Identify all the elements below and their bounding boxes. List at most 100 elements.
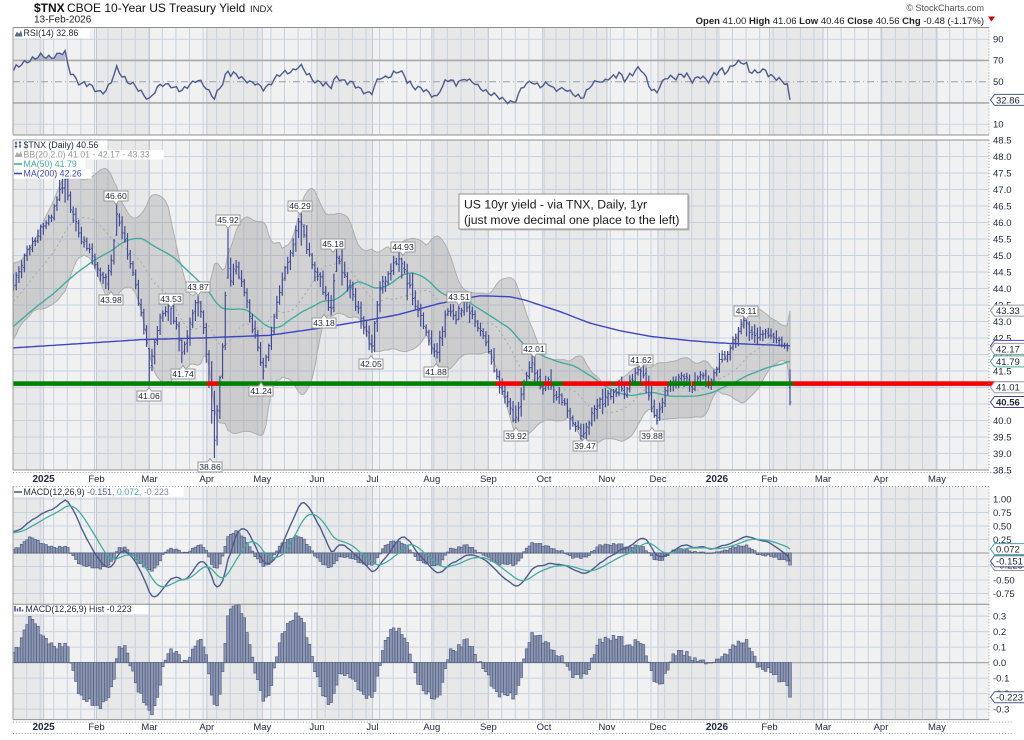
svg-text:May: May xyxy=(928,474,946,485)
svg-text:Apr: Apr xyxy=(874,474,889,485)
svg-text:RSI(14) 32.86: RSI(14) 32.86 xyxy=(24,28,79,38)
svg-text:BB(20,2.0) 41.01 - 42.17 - 43.: BB(20,2.0) 41.01 - 42.17 - 43.33 xyxy=(24,150,150,160)
svg-text:CBOE 10-Year US Treasury Yield: CBOE 10-Year US Treasury Yield xyxy=(67,1,245,15)
svg-text:May: May xyxy=(928,722,946,733)
svg-text:41.79: 41.79 xyxy=(996,357,1020,368)
svg-text:2025: 2025 xyxy=(32,722,55,733)
svg-text:2026: 2026 xyxy=(706,722,729,733)
svg-text:43.53: 43.53 xyxy=(160,294,182,304)
svg-text:43.0: 43.0 xyxy=(993,317,1012,328)
svg-text:0.1: 0.1 xyxy=(993,642,1006,653)
svg-text:-0.151: -0.151 xyxy=(996,557,1023,568)
svg-text:41.5: 41.5 xyxy=(993,366,1012,377)
svg-text:May: May xyxy=(253,722,271,733)
svg-text:$TNX: $TNX xyxy=(34,1,65,15)
svg-text:50: 50 xyxy=(993,77,1004,88)
svg-text:42.17: 42.17 xyxy=(996,344,1020,355)
svg-text:Aug: Aug xyxy=(423,722,440,733)
svg-text:44.0: 44.0 xyxy=(993,284,1012,295)
svg-text:US 10yr yield - via TNX, Daily: US 10yr yield - via TNX, Daily, 1yr xyxy=(464,198,647,212)
svg-text:1.00: 1.00 xyxy=(993,494,1012,505)
svg-text:Open 41.00 High 41.06 Low 40.4: Open 41.00 High 41.06 Low 40.46 Close 40… xyxy=(696,16,984,27)
svg-text:43.33: 43.33 xyxy=(996,306,1020,317)
svg-text:13-Feb-2026: 13-Feb-2026 xyxy=(34,15,92,26)
svg-text:-0.3: -0.3 xyxy=(993,704,1009,715)
svg-text:Feb: Feb xyxy=(88,722,104,733)
svg-text:90: 90 xyxy=(993,35,1004,46)
svg-text:Apr: Apr xyxy=(874,722,889,733)
svg-text:41.06: 41.06 xyxy=(138,391,160,401)
svg-text:38.86: 38.86 xyxy=(199,462,221,472)
svg-text:0.2: 0.2 xyxy=(993,627,1006,638)
svg-text:40.56: 40.56 xyxy=(996,397,1020,408)
svg-text:Feb: Feb xyxy=(88,474,104,485)
svg-text:45.92: 45.92 xyxy=(217,215,239,225)
svg-text:39.92: 39.92 xyxy=(505,431,527,441)
svg-text:Oct: Oct xyxy=(537,722,552,733)
svg-text:43.11: 43.11 xyxy=(736,306,757,316)
svg-text:© StockCharts.com: © StockCharts.com xyxy=(906,3,984,13)
svg-text:41.62: 41.62 xyxy=(630,355,652,365)
svg-text:39.5: 39.5 xyxy=(993,432,1012,443)
svg-text:MA(200) 42.26: MA(200) 42.26 xyxy=(24,169,82,179)
svg-text:42.05: 42.05 xyxy=(360,359,382,369)
svg-text:MA(50) 41.79: MA(50) 41.79 xyxy=(24,159,77,169)
svg-text:Mar: Mar xyxy=(141,474,157,485)
svg-text:43.18: 43.18 xyxy=(313,318,335,328)
svg-text:Feb: Feb xyxy=(761,722,777,733)
svg-text:45.5: 45.5 xyxy=(993,234,1012,245)
svg-text:41.74: 41.74 xyxy=(172,369,194,379)
svg-text:Mar: Mar xyxy=(815,474,831,485)
svg-text:39.0: 39.0 xyxy=(993,449,1012,460)
svg-text:Dec: Dec xyxy=(650,474,667,485)
svg-text:42.01: 42.01 xyxy=(523,344,545,354)
svg-text:Aug: Aug xyxy=(423,474,440,485)
svg-text:INDX: INDX xyxy=(250,4,273,15)
svg-text:0.3: 0.3 xyxy=(993,611,1006,622)
svg-text:39.47: 39.47 xyxy=(574,441,596,451)
svg-text:41.01: 41.01 xyxy=(996,383,1020,394)
svg-text:Apr: Apr xyxy=(199,722,214,733)
svg-text:41.24: 41.24 xyxy=(250,386,272,396)
svg-text:2026: 2026 xyxy=(706,474,729,485)
svg-text:0.0: 0.0 xyxy=(993,658,1006,669)
svg-text:0.75: 0.75 xyxy=(993,508,1012,519)
svg-text:10: 10 xyxy=(993,120,1004,131)
svg-text:32.86: 32.86 xyxy=(996,95,1020,106)
svg-text:-0.50: -0.50 xyxy=(993,575,1015,586)
svg-text:Jun: Jun xyxy=(309,474,324,485)
svg-text:Sep: Sep xyxy=(480,722,497,733)
svg-text:$TNX (Daily) 40.56: $TNX (Daily) 40.56 xyxy=(24,140,99,150)
svg-text:MACD(12,26,9) -0.151, 0.072, -: MACD(12,26,9) -0.151, 0.072, -0.223 xyxy=(24,487,169,497)
svg-text:Nov: Nov xyxy=(598,722,615,733)
svg-text:39.88: 39.88 xyxy=(641,431,663,441)
svg-text:2025: 2025 xyxy=(32,474,55,485)
svg-text:Jul: Jul xyxy=(366,722,378,733)
svg-text:May: May xyxy=(253,474,271,485)
svg-text:46.5: 46.5 xyxy=(993,201,1012,212)
svg-text:40.0: 40.0 xyxy=(993,416,1012,427)
svg-text:Sep: Sep xyxy=(480,474,497,485)
svg-text:Jul: Jul xyxy=(366,474,378,485)
svg-text:46.0: 46.0 xyxy=(993,218,1012,229)
svg-text:45.0: 45.0 xyxy=(993,251,1012,262)
svg-text:Apr: Apr xyxy=(199,474,214,485)
svg-text:-0.75: -0.75 xyxy=(993,589,1015,600)
svg-text:Mar: Mar xyxy=(141,722,157,733)
svg-text:46.60: 46.60 xyxy=(105,191,127,201)
svg-text:(just move decimal one place t: (just move decimal one place to the left… xyxy=(464,213,679,227)
svg-text:41.88: 41.88 xyxy=(425,367,447,377)
svg-text:0.50: 0.50 xyxy=(993,521,1012,532)
svg-text:70: 70 xyxy=(993,56,1004,67)
svg-text:48.5: 48.5 xyxy=(993,135,1012,146)
svg-text:45.18: 45.18 xyxy=(322,239,344,249)
svg-text:43.98: 43.98 xyxy=(100,295,122,305)
svg-text:Feb: Feb xyxy=(761,474,777,485)
svg-text:43.51: 43.51 xyxy=(448,292,470,302)
svg-text:MACD(12,26,9) Hist -0.223: MACD(12,26,9) Hist -0.223 xyxy=(26,604,132,614)
svg-text:Oct: Oct xyxy=(537,474,552,485)
svg-text:47.0: 47.0 xyxy=(993,185,1012,196)
svg-text:44.93: 44.93 xyxy=(392,242,414,252)
svg-text:43.87: 43.87 xyxy=(187,282,209,292)
svg-text:0.072: 0.072 xyxy=(996,545,1020,556)
